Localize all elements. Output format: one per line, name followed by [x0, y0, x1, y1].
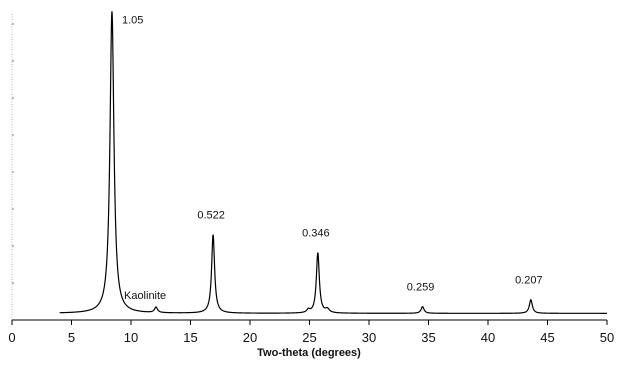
- x-tick-label-25: 25: [302, 330, 316, 345]
- x-tick-label-40: 40: [481, 330, 495, 345]
- peak-label-7: 0.207: [515, 275, 543, 287]
- peak-labels: 1.05 0.522 0.346 0.259 0.207: [122, 14, 543, 293]
- y-ticks: [12, 23, 14, 284]
- peak-label-6: 0.259: [407, 282, 435, 294]
- plot-area: 0 5 10 15 20 25 30 35 40 45 50 1.05 0.522 0.346 0.259…: [8, 11, 614, 359]
- peak-label-4: 0.346: [302, 228, 330, 240]
- x-tick-label-0: 0: [8, 330, 15, 345]
- peak-label-0: 1.05: [122, 14, 143, 26]
- x-tick-label-10: 10: [124, 330, 138, 345]
- x-axis-title: Two-theta (degrees): [257, 347, 361, 359]
- x-tick-label-20: 20: [243, 330, 257, 345]
- x-tick-label-15: 15: [183, 330, 197, 345]
- annotation-0: Kaolinite: [124, 290, 166, 302]
- x-tick-labels: 0 5 10 15 20 25 30 35 40 45 50: [8, 330, 614, 345]
- x-tick-label-45: 45: [540, 330, 554, 345]
- x-tick-label-30: 30: [362, 330, 376, 345]
- x-ticks: [11, 320, 608, 325]
- x-tick-label-5: 5: [68, 330, 75, 345]
- diffraction-trace: [59, 11, 607, 314]
- x-tick-label-50: 50: [600, 330, 614, 345]
- x-tick-label-35: 35: [421, 330, 435, 345]
- peak-label-2: 0.522: [197, 210, 225, 222]
- annotations: Kaolinite: [124, 290, 166, 302]
